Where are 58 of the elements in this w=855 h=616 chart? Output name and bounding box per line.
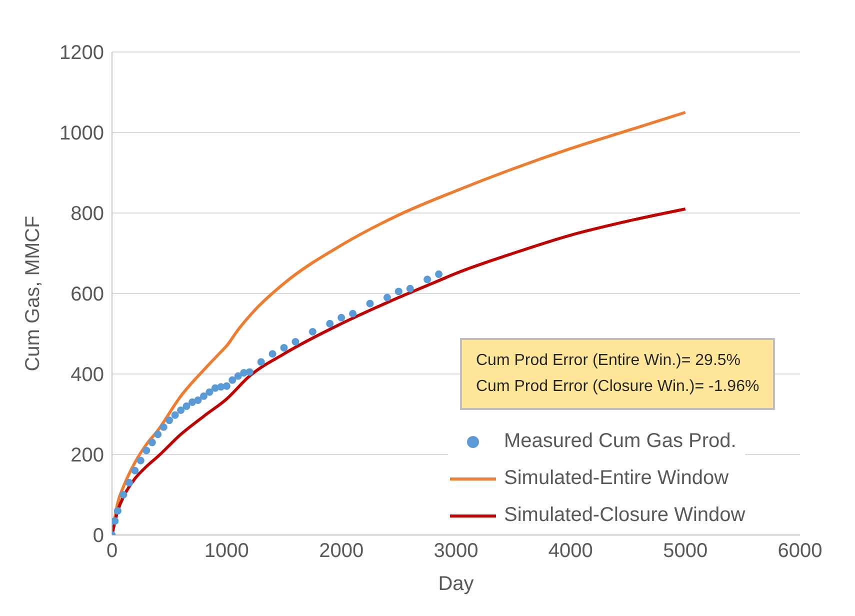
point [148, 438, 156, 446]
legend-label: Simulated-Entire Window [504, 466, 729, 491]
point [166, 416, 174, 424]
point [171, 411, 179, 419]
point [268, 350, 276, 358]
point [308, 328, 316, 336]
point [424, 276, 432, 284]
point [338, 314, 346, 322]
point [188, 398, 196, 406]
point [234, 372, 242, 380]
point [257, 358, 265, 366]
point [394, 288, 402, 296]
point [366, 300, 374, 308]
x-tick-label: 6000 [778, 540, 822, 562]
x-tick-label: 5000 [663, 540, 708, 562]
point [280, 344, 288, 352]
point [406, 284, 414, 292]
point [177, 406, 185, 414]
point [326, 320, 334, 328]
point [194, 396, 202, 404]
point [131, 466, 139, 474]
x-tick-label: 0 [106, 540, 118, 562]
point [125, 478, 133, 486]
y-tick-label: 1200 [60, 42, 104, 64]
point [435, 270, 443, 278]
point [349, 310, 357, 318]
legend-label: Measured Cum Gas Prod. [504, 429, 736, 454]
point [246, 368, 254, 376]
y-tick-label: 1000 [60, 122, 104, 145]
y-tick-label: 400 [70, 364, 104, 386]
legend-label: Simulated-Closure Window [504, 503, 746, 528]
y-tick-label: 200 [70, 444, 104, 467]
point [206, 388, 214, 396]
x-axis-title: Day [438, 573, 474, 595]
point [120, 490, 128, 499]
x-tick-label: 3000 [434, 540, 478, 562]
annotation: Cum Prod Error (Closure Win.)= -1.96% [476, 377, 760, 397]
point [114, 507, 122, 515]
note-box: Cum Prod Error (Entire Win.)= 29.5% Cum Prod Error (Closure Win.)= -1.96% [460, 338, 776, 410]
y-tick-label: 600 [70, 284, 104, 306]
point [200, 392, 208, 400]
point [292, 338, 300, 346]
y-axis-title: Cum Gas, MMCF [22, 216, 44, 372]
point [383, 294, 391, 302]
point [136, 456, 144, 464]
point [222, 382, 230, 390]
x-tick-label: 2000 [319, 540, 364, 562]
point [160, 423, 168, 431]
point [142, 446, 150, 454]
x-tick-label: 4000 [548, 540, 593, 562]
point [154, 430, 162, 438]
point [228, 376, 236, 384]
point [112, 517, 119, 525]
y-tick-label: 0 [92, 525, 104, 548]
point [182, 402, 190, 410]
annotation: Cum Prod Error (Entire Win.)= 29.5% [476, 351, 742, 371]
x-tick-label: 1000 [204, 540, 249, 562]
y-tick-label: 800 [70, 203, 104, 226]
